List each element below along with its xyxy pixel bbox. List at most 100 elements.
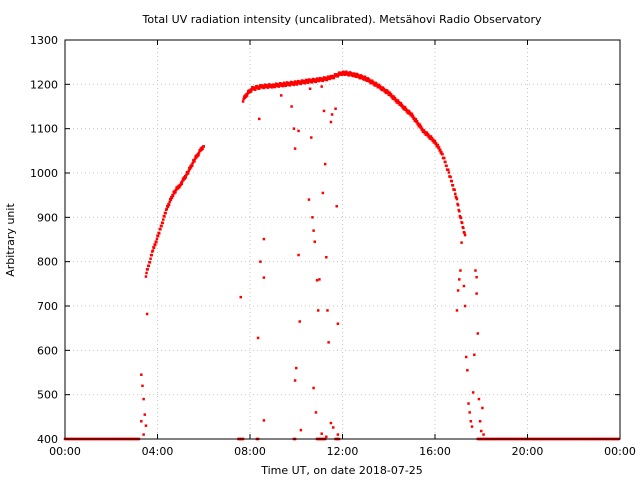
curve-point [188,167,192,171]
scatter-point [142,397,145,401]
curve-point [314,80,318,84]
curve-point [430,136,434,140]
curve-point [373,84,377,87]
curve-point [390,94,394,98]
curve-point [343,73,347,77]
scatter-point [478,420,482,423]
scatter-point [467,402,470,405]
x-tick-label: 08:00 [234,445,266,458]
curve-point [303,82,307,85]
scatter-point [456,289,460,292]
curve-point [462,226,465,230]
curve-point [153,243,157,247]
scatter-point [142,433,145,436]
scatter-point [468,411,471,414]
scatter-point [314,411,318,414]
scatter-point [239,295,242,299]
scatter-point [145,312,149,316]
curve-point [397,100,401,104]
curve-point [396,99,400,102]
scatter-point [460,241,463,244]
curve-point [401,105,405,108]
curve-point [347,74,351,77]
scatter-point [325,435,328,439]
scatter-point [311,216,314,219]
curve-point [162,218,165,221]
curve-point [444,160,447,164]
scatter-point [459,269,462,272]
scatter-point [262,419,266,422]
curve-point [437,146,441,149]
scatter-point [458,278,461,281]
scatter-point [469,420,473,423]
scatter-point [464,355,468,359]
curve-point [321,79,325,83]
scatter-point [316,309,320,312]
curve-point [389,93,393,96]
scatter-point [335,205,338,208]
curve-point [155,240,158,244]
curve-point [181,180,184,183]
curve-point [147,264,151,268]
curve-point [460,221,464,225]
curve-point [157,232,161,235]
curve-point [332,76,336,80]
curve-point [404,107,408,111]
scatter-point [455,309,459,312]
curve-point [455,197,459,201]
curve-point [145,271,148,275]
curve-point [441,152,444,156]
scatter-point [308,87,312,91]
curve-point [202,145,205,148]
curve-point [179,183,182,187]
curve-point [182,178,185,182]
scatter-point [144,424,148,427]
scatter-point [322,109,326,113]
scatter-point [476,332,480,335]
scatter-point [140,420,143,423]
curve-point [406,109,409,112]
scatter-point [290,105,293,108]
scatter-point [262,276,266,279]
curve-point [411,114,415,118]
curve-point [277,85,281,88]
curve-point [403,105,407,109]
scatter-point [480,429,483,433]
curve-point [463,231,466,235]
scatter-point [463,304,467,308]
curve-point [449,175,452,179]
curve-point [382,87,386,91]
x-tick-label: 00:00 [604,445,636,458]
curve-point [178,185,181,189]
scatter-point [259,260,262,263]
scatter-point [340,72,343,75]
curve-point [445,164,448,168]
curve-point [421,127,424,131]
curve-point [354,75,358,79]
curve-point [416,122,420,125]
curve-point [148,261,152,264]
curve-point [169,198,173,202]
curve-point [378,84,382,88]
scatter-point [320,432,323,435]
y-tick-label: 1300 [30,34,58,47]
scatter-point [292,127,296,130]
scatter-point [332,426,335,429]
curve-point [392,95,396,98]
curve-point [393,96,397,100]
curve-point [159,228,162,231]
curve-point [381,86,385,89]
y-tick-label: 1000 [30,167,58,180]
curve-point [310,81,314,84]
curve-point [414,117,418,121]
curve-point [425,131,429,134]
curve-point [328,77,332,81]
curve-point [388,91,392,94]
scatter-point [471,391,475,394]
scatter-point [329,421,333,425]
x-tick-label: 00:00 [49,445,81,458]
curve-point [447,168,450,171]
y-tick-label: 1100 [30,123,58,136]
scatter-point [475,275,478,279]
